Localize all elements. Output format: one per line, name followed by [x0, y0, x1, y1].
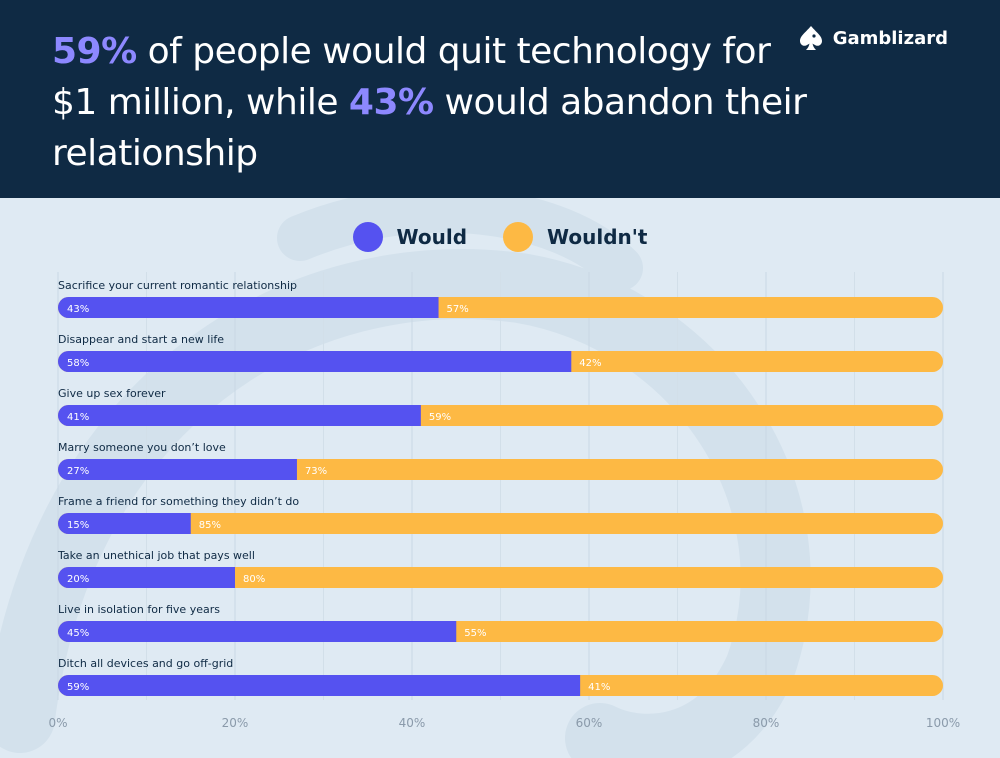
bar-would: [58, 351, 572, 372]
category-label: Disappear and start a new life: [58, 333, 224, 346]
legend-item-wouldnt: Wouldn't: [503, 222, 647, 252]
x-tick-label: 100%: [926, 716, 960, 730]
data-label-would: 43%: [67, 304, 89, 315]
data-label-wouldnt: 57%: [447, 304, 469, 315]
data-label-would: 15%: [67, 520, 89, 531]
bar-would: [58, 405, 421, 426]
legend-label-would: Would: [396, 225, 468, 249]
bar-would: [58, 621, 457, 642]
bar-wouldnt: [58, 513, 943, 534]
bar-would: [58, 297, 439, 318]
data-label-would: 20%: [67, 574, 89, 585]
x-tick-label: 80%: [753, 716, 780, 730]
category-label: Ditch all devices and go off-grid: [58, 657, 233, 670]
bar-would: [58, 675, 581, 696]
legend-swatch-wouldnt: [503, 222, 534, 252]
bar-would: [58, 513, 191, 534]
data-label-wouldnt: 42%: [579, 358, 601, 369]
brand-name: Gamblizard: [832, 27, 948, 49]
category-label: Sacrifice your current romantic relation…: [58, 279, 297, 292]
data-label-wouldnt: 41%: [588, 682, 610, 693]
data-label-wouldnt: 85%: [199, 520, 221, 531]
headline-highlight: 59%: [52, 31, 137, 72]
data-label-would: 27%: [67, 466, 89, 477]
bar-would: [58, 567, 235, 588]
headline-text: would abandon their relationship: [52, 82, 807, 174]
data-label-wouldnt: 59%: [429, 412, 451, 423]
x-tick-label: 40%: [399, 716, 426, 730]
legend: Would Wouldn't: [0, 222, 1000, 252]
category-label: Give up sex forever: [58, 387, 166, 400]
bar-would: [58, 459, 297, 480]
category-label: Live in isolation for five years: [58, 603, 220, 616]
headline-text: of people would quit technology for $1 m…: [52, 31, 771, 123]
headline-highlight: 43%: [348, 82, 434, 123]
spade-lizard-icon: [799, 26, 822, 50]
data-label-wouldnt: 80%: [243, 574, 265, 585]
legend-label-wouldnt: Wouldn't: [547, 225, 648, 249]
bar-wouldnt: [58, 567, 943, 588]
legend-item-would: Would: [352, 222, 468, 252]
category-label: Marry someone you don’t love: [58, 441, 226, 454]
data-label-would: 41%: [67, 412, 89, 423]
x-tick-label: 60%: [576, 716, 603, 730]
brand-logo[interactable]: Gamblizard: [797, 24, 948, 52]
category-label: Frame a friend for something they didn’t…: [58, 495, 299, 508]
category-label: Take an unethical job that pays well: [57, 549, 255, 562]
data-label-would: 58%: [67, 358, 89, 369]
legend-swatch-would: [352, 222, 383, 252]
data-label-would: 45%: [67, 628, 89, 639]
x-tick-label: 0%: [48, 716, 67, 730]
headline: 59% of people would quit technology for …: [52, 26, 812, 179]
header-banner: 59% of people would quit technology for …: [0, 0, 1000, 198]
data-label-would: 59%: [67, 682, 89, 693]
data-label-wouldnt: 73%: [305, 466, 327, 477]
data-label-wouldnt: 55%: [464, 628, 486, 639]
x-tick-label: 20%: [222, 716, 249, 730]
